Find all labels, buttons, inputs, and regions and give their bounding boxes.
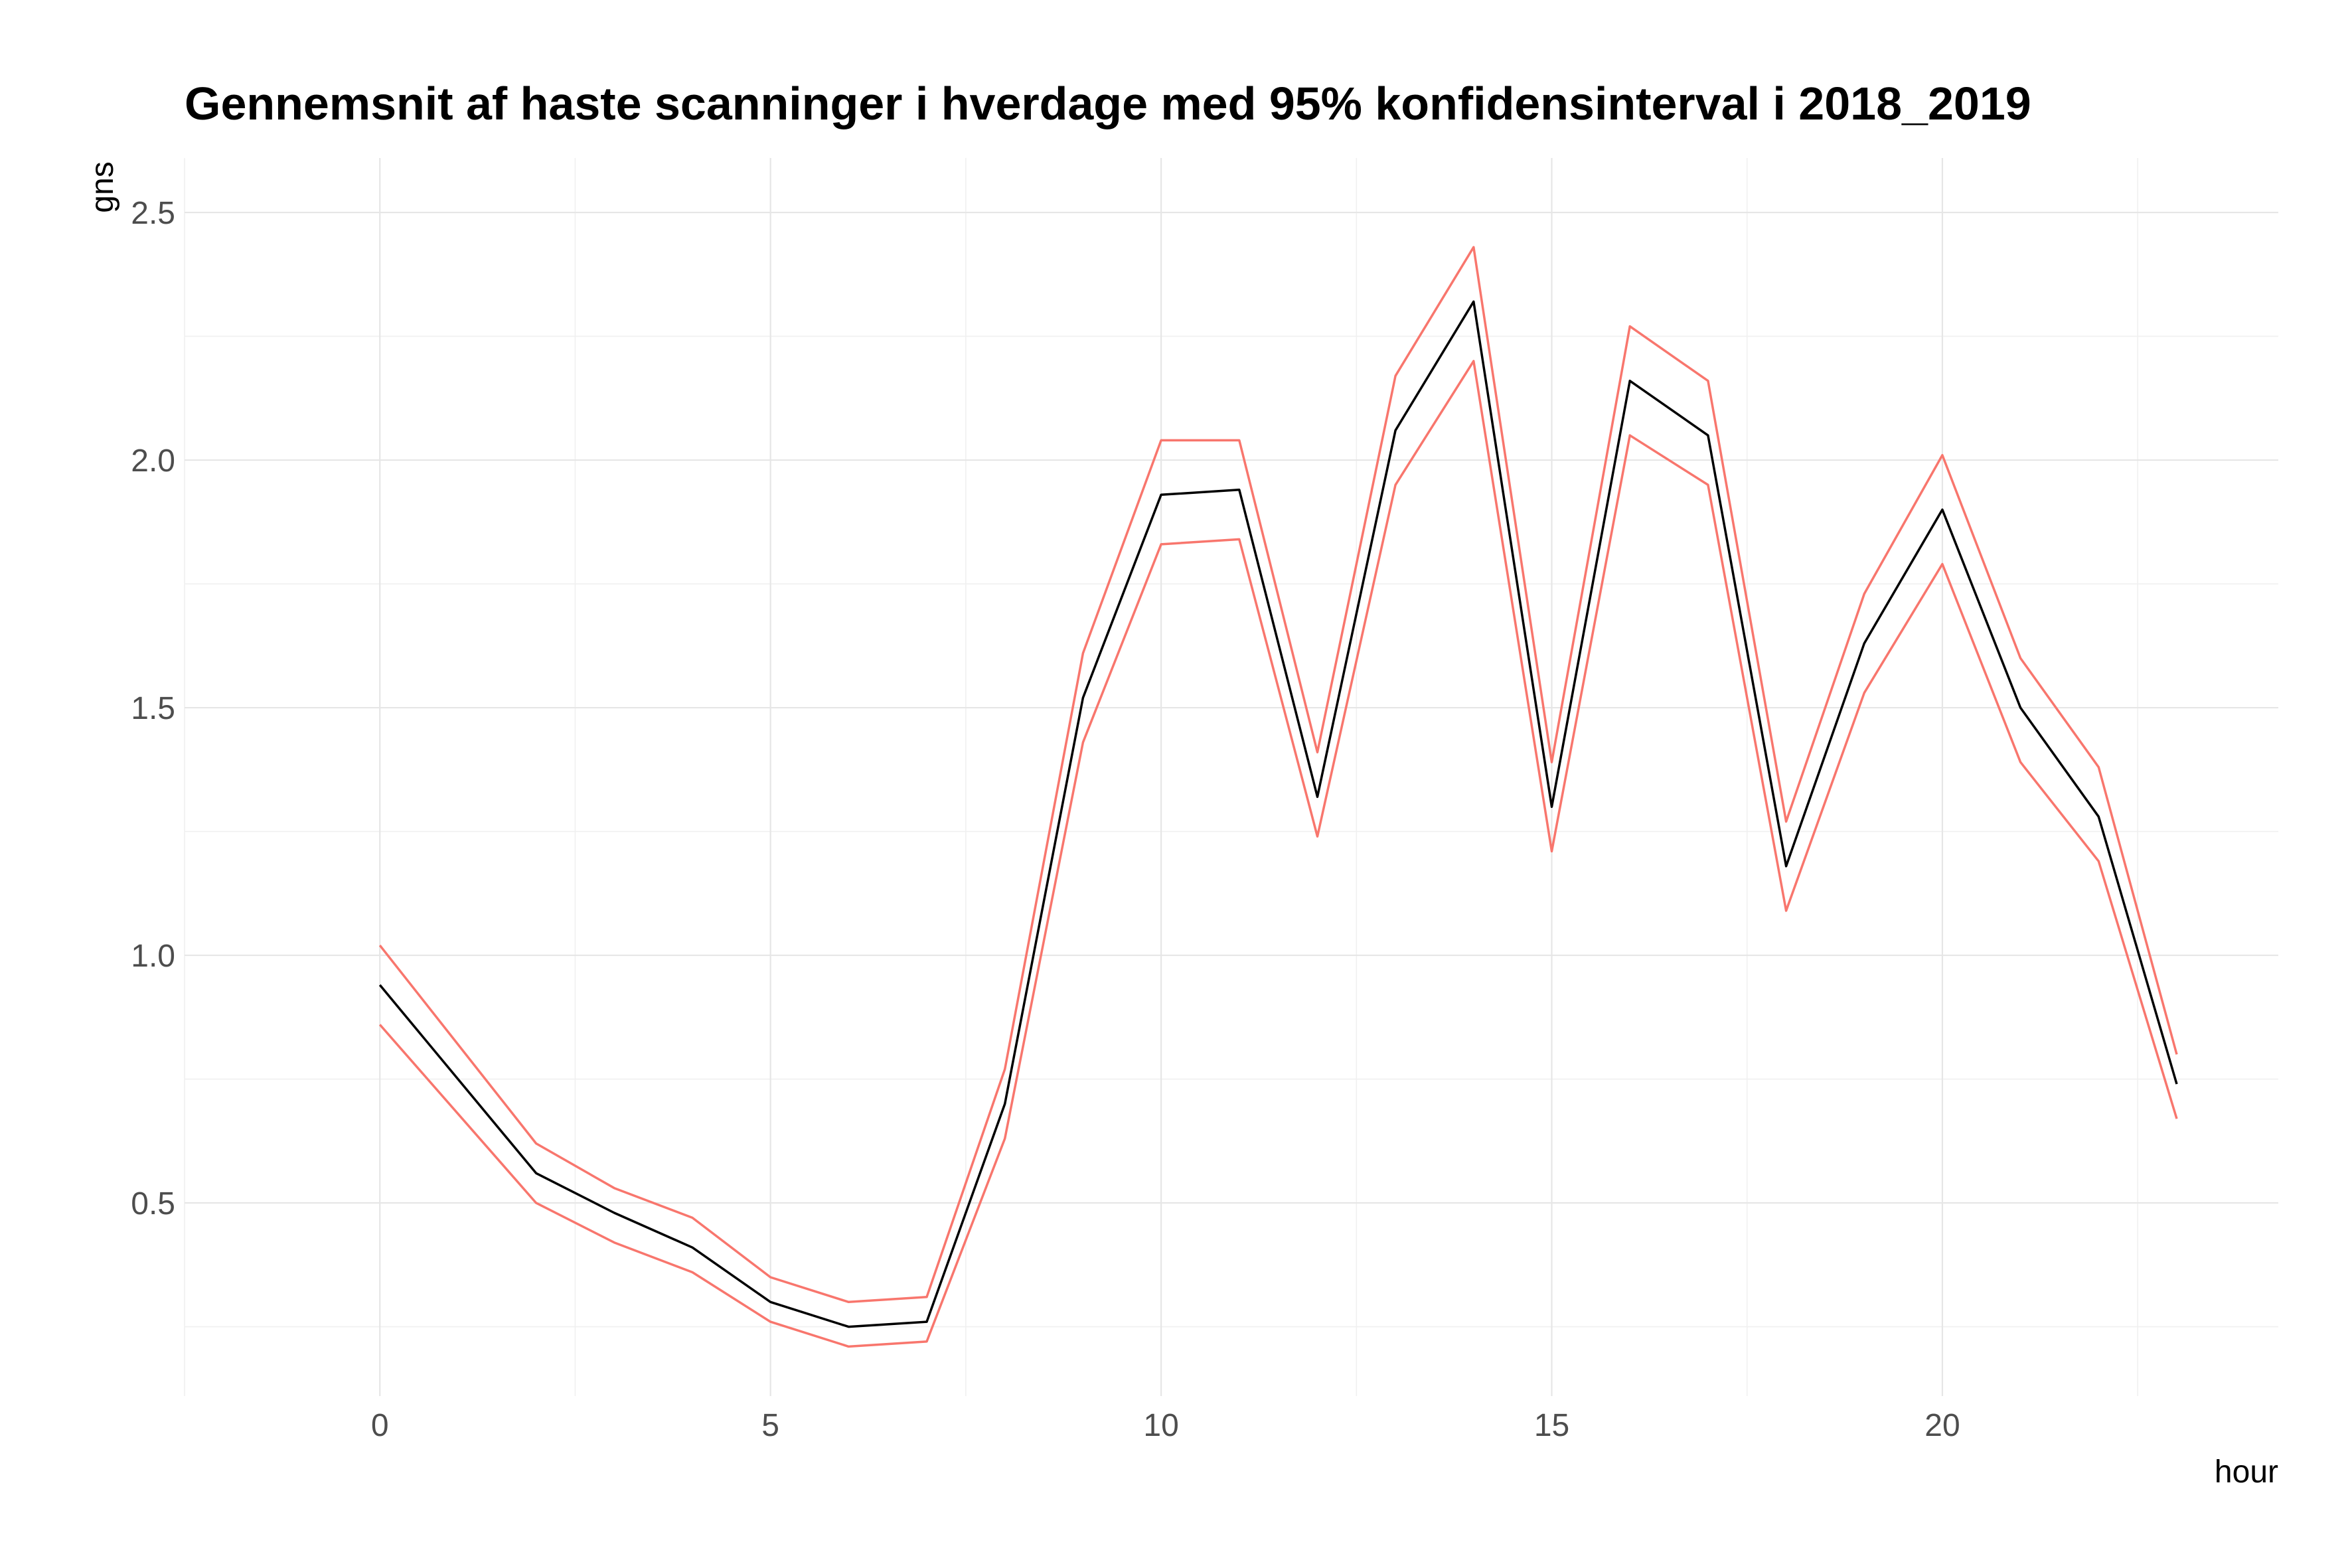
series-line-mean	[378, 300, 2178, 1328]
series-line-lower	[378, 360, 2178, 1348]
x-tick-label: 10	[1143, 1408, 1178, 1443]
y-tick-label: 1.5	[131, 691, 175, 726]
y-axis-ticks: 0.5 1.0 1.5 2.0 2.5	[131, 196, 175, 1221]
series-lines	[378, 246, 2178, 1348]
x-tick-label: 20	[1924, 1408, 1960, 1443]
series-line-upper	[378, 246, 2178, 1304]
y-tick-label: 2.5	[131, 196, 175, 231]
y-tick-label: 1.0	[131, 939, 175, 974]
y-axis-title: gns	[85, 161, 120, 212]
y-tick-label: 0.5	[131, 1186, 175, 1221]
x-tick-label: 15	[1534, 1408, 1569, 1443]
y-tick-label: 2.0	[131, 443, 175, 479]
x-tick-label: 5	[761, 1408, 779, 1443]
x-axis-ticks: 0 5 10 15 20	[371, 1408, 1960, 1443]
x-tick-label: 0	[371, 1408, 389, 1443]
grid-lines	[184, 158, 2278, 1396]
chart-title: Gennemsnit af haste scanninger i hverdag…	[185, 78, 2031, 129]
x-axis-title: hour	[2215, 1454, 2278, 1490]
